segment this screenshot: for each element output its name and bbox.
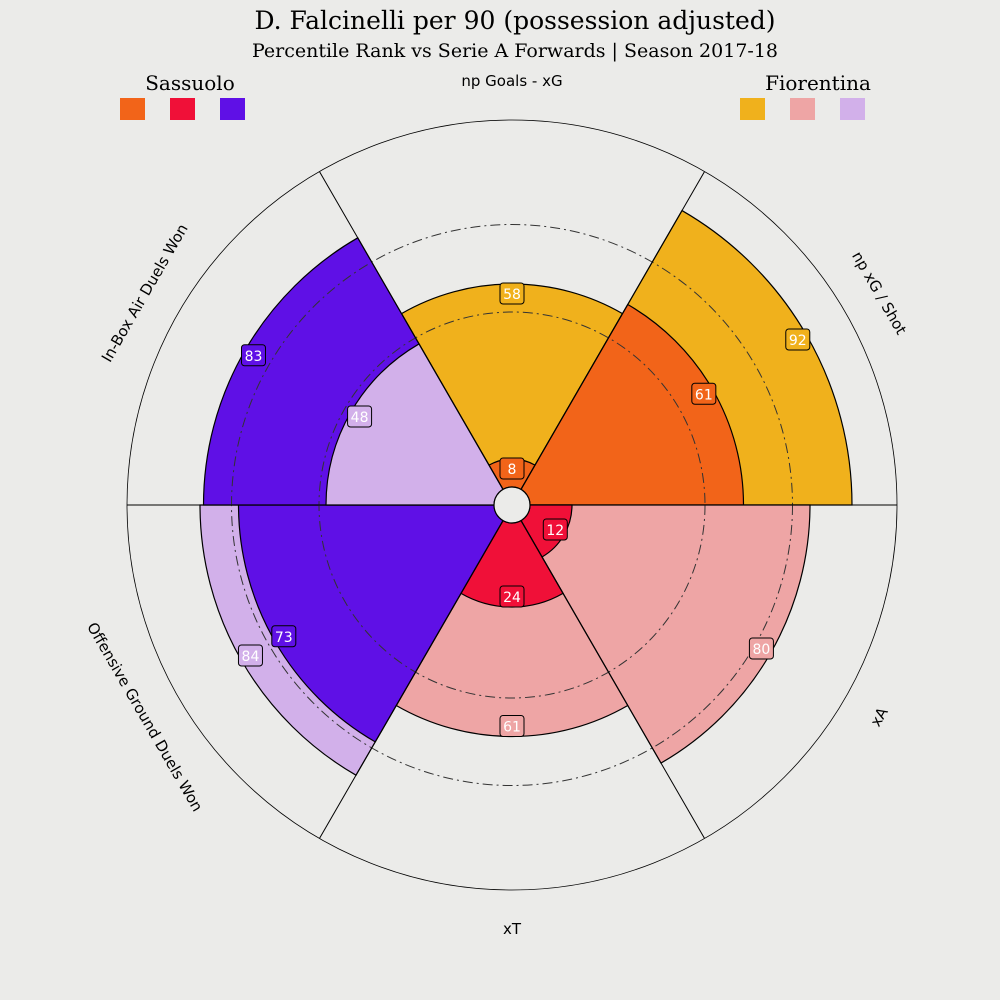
value-box — [271, 625, 297, 648]
value-text: 61 — [503, 720, 521, 736]
legend-swatch-sassuolo-2 — [170, 98, 195, 120]
value-text: 92 — [789, 333, 807, 349]
value-label-sassuolo-xa: 12 — [542, 518, 568, 541]
value-text: 84 — [242, 649, 260, 665]
value-label-fiorentina-offensive-ground-duels-won: 84 — [237, 644, 263, 667]
team-name-fiorentina: Fiorentina — [765, 71, 871, 95]
value-label-sassuolo-np-xg-shot: 61 — [691, 382, 717, 405]
spoke-line — [319, 171, 504, 490]
chart-subtitle: Percentile Rank vs Serie A Forwards | Se… — [252, 40, 778, 62]
param-label-np-goals-xg: np Goals - xG — [461, 72, 562, 90]
value-box — [347, 405, 373, 428]
value-text: 83 — [245, 349, 263, 365]
value-box — [237, 644, 263, 667]
center-hub — [493, 486, 531, 524]
legend-swatch-fiorentina-3 — [840, 98, 865, 120]
legend — [120, 98, 865, 120]
value-labels: 58 8 92 61 80 12 61 24 84 73 83 48 — [237, 282, 811, 737]
team-name-sassuolo: Sassuolo — [145, 71, 235, 95]
chart-frame — [126, 119, 898, 891]
value-box — [499, 585, 525, 608]
value-label-fiorentina-xt: 61 — [499, 715, 525, 737]
param-label-xa: xA — [867, 704, 893, 730]
value-box — [691, 382, 717, 405]
value-text: 24 — [503, 590, 521, 606]
value-label-fiorentina-in-box-air-duels-won: 48 — [347, 405, 373, 428]
value-label-fiorentina-np-xg-shot: 92 — [785, 328, 811, 351]
legend-swatch-fiorentina-1 — [740, 98, 765, 120]
value-box — [748, 637, 774, 660]
value-box — [785, 328, 811, 351]
value-label-fiorentina-xa: 80 — [748, 637, 774, 660]
legend-swatch-sassuolo-1 — [120, 98, 145, 120]
value-box — [499, 457, 525, 480]
param-label-np-xg-shot: np xG / Shot — [848, 248, 910, 338]
legend-swatch-fiorentina-2 — [790, 98, 815, 120]
value-label-sassuolo-offensive-ground-duels-won: 73 — [271, 625, 297, 648]
value-box — [499, 282, 525, 305]
value-text: 48 — [351, 410, 369, 426]
legend-swatch-sassuolo-3 — [220, 98, 245, 120]
value-text: 73 — [275, 630, 293, 646]
chart-slices — [199, 209, 853, 777]
value-text: 8 — [508, 462, 517, 478]
value-text: 12 — [546, 523, 564, 539]
value-text: 58 — [503, 287, 521, 303]
value-label-fiorentina-np-goals-xg: 58 — [499, 282, 525, 305]
chart-title: D. Falcinelli per 90 (possession adjuste… — [254, 6, 775, 35]
value-box — [542, 518, 568, 541]
param-label-xt: xT — [503, 920, 522, 938]
value-box — [240, 344, 266, 367]
spoke-line — [520, 520, 705, 839]
value-text: 80 — [753, 642, 771, 658]
param-label-offensive-ground-duels-won: Offensive Ground Duels Won — [83, 619, 206, 815]
value-label-sassuolo-np-goals-xg: 8 — [499, 457, 525, 480]
spoke-line — [520, 171, 705, 490]
spoke-line — [319, 520, 504, 839]
value-label-sassuolo-in-box-air-duels-won: 83 — [240, 344, 266, 367]
value-text: 61 — [695, 387, 713, 403]
value-box — [499, 715, 525, 737]
value-label-sassuolo-xt: 24 — [499, 585, 525, 608]
param-label-in-box-air-duels-won: In-Box Air Duels Won — [98, 221, 192, 366]
